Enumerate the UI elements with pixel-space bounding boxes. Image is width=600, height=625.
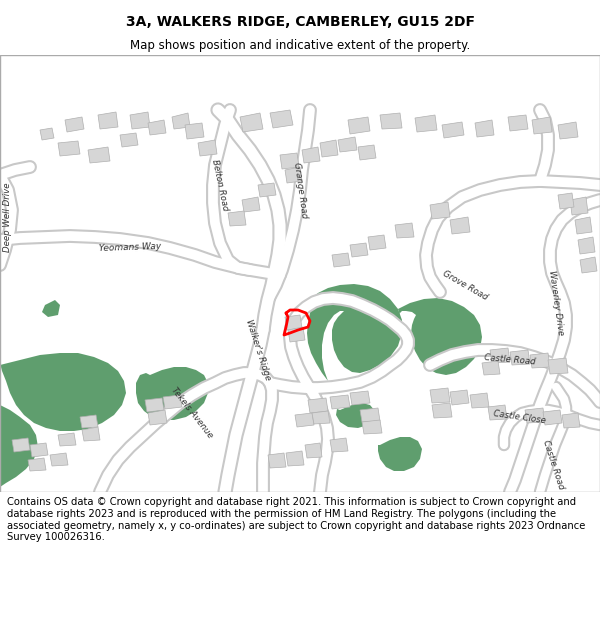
Polygon shape <box>82 427 100 441</box>
Polygon shape <box>185 123 204 139</box>
Polygon shape <box>120 133 138 147</box>
Polygon shape <box>330 395 350 409</box>
Polygon shape <box>145 398 164 412</box>
Polygon shape <box>308 398 328 413</box>
Polygon shape <box>12 438 30 452</box>
Polygon shape <box>240 113 263 132</box>
Text: Castle Road: Castle Road <box>541 439 565 491</box>
Text: Tekels Avenue: Tekels Avenue <box>169 386 215 440</box>
Polygon shape <box>398 298 482 375</box>
Polygon shape <box>295 413 314 427</box>
Polygon shape <box>470 393 489 408</box>
Polygon shape <box>302 147 320 163</box>
Polygon shape <box>330 438 348 452</box>
Polygon shape <box>558 122 578 139</box>
Polygon shape <box>450 217 470 234</box>
Polygon shape <box>525 408 545 423</box>
Text: Map shows position and indicative extent of the property.: Map shows position and indicative extent… <box>130 39 470 51</box>
Text: Deep Well Drive: Deep Well Drive <box>4 182 13 252</box>
Polygon shape <box>378 437 422 471</box>
Polygon shape <box>286 451 304 466</box>
Text: Yeomans Way: Yeomans Way <box>98 241 161 252</box>
Polygon shape <box>288 327 305 342</box>
Text: Castle Close: Castle Close <box>493 409 547 425</box>
Polygon shape <box>430 388 450 403</box>
Polygon shape <box>395 223 414 238</box>
Polygon shape <box>242 197 260 212</box>
Polygon shape <box>28 458 46 471</box>
Polygon shape <box>362 420 382 434</box>
Polygon shape <box>163 395 182 409</box>
Polygon shape <box>228 211 246 226</box>
Polygon shape <box>148 120 166 135</box>
Polygon shape <box>430 202 450 219</box>
Polygon shape <box>380 113 402 129</box>
Polygon shape <box>578 237 595 254</box>
Polygon shape <box>285 315 302 330</box>
Polygon shape <box>98 112 118 129</box>
Polygon shape <box>258 183 276 197</box>
Polygon shape <box>285 167 302 183</box>
Polygon shape <box>562 413 580 428</box>
Polygon shape <box>136 367 208 420</box>
Polygon shape <box>307 284 402 381</box>
Polygon shape <box>358 145 376 160</box>
Text: Belton Road: Belton Road <box>210 159 230 211</box>
Polygon shape <box>270 110 293 128</box>
Polygon shape <box>575 217 592 234</box>
Polygon shape <box>580 257 597 273</box>
Polygon shape <box>320 140 338 157</box>
Polygon shape <box>415 115 437 132</box>
Polygon shape <box>508 115 528 131</box>
Polygon shape <box>350 243 368 257</box>
Polygon shape <box>80 415 98 428</box>
Text: Walker's Ridge: Walker's Ridge <box>244 318 272 382</box>
Polygon shape <box>58 433 76 446</box>
Polygon shape <box>130 112 150 129</box>
Polygon shape <box>490 348 510 363</box>
Polygon shape <box>360 408 380 422</box>
Text: Grange Road: Grange Road <box>292 161 308 219</box>
Text: Contains OS data © Crown copyright and database right 2021. This information is : Contains OS data © Crown copyright and d… <box>7 498 586 542</box>
Polygon shape <box>488 405 507 420</box>
Polygon shape <box>543 410 562 425</box>
Polygon shape <box>148 410 167 425</box>
Polygon shape <box>548 358 568 374</box>
Polygon shape <box>172 113 190 129</box>
Polygon shape <box>482 361 500 375</box>
Text: Waverley Drive: Waverley Drive <box>547 270 565 336</box>
Polygon shape <box>348 117 370 134</box>
Polygon shape <box>0 353 126 431</box>
Polygon shape <box>280 153 299 169</box>
Polygon shape <box>336 403 375 428</box>
Polygon shape <box>0 405 38 487</box>
Polygon shape <box>558 193 574 209</box>
Polygon shape <box>50 453 68 466</box>
Polygon shape <box>30 443 48 457</box>
Polygon shape <box>88 147 110 163</box>
Polygon shape <box>40 128 54 140</box>
Polygon shape <box>432 403 452 418</box>
Text: Castle Road: Castle Road <box>484 353 536 367</box>
Text: Grove Road: Grove Road <box>441 269 489 301</box>
Polygon shape <box>332 253 350 267</box>
Polygon shape <box>268 453 286 468</box>
Polygon shape <box>368 235 386 250</box>
Text: 3A, WALKERS RIDGE, CAMBERLEY, GU15 2DF: 3A, WALKERS RIDGE, CAMBERLEY, GU15 2DF <box>125 16 475 29</box>
Polygon shape <box>530 353 550 368</box>
Polygon shape <box>305 443 322 458</box>
Polygon shape <box>475 120 494 137</box>
Polygon shape <box>42 300 60 317</box>
Polygon shape <box>312 411 330 424</box>
Polygon shape <box>58 141 80 156</box>
Polygon shape <box>570 197 588 215</box>
Polygon shape <box>65 117 84 132</box>
Polygon shape <box>338 137 357 152</box>
Polygon shape <box>198 140 217 156</box>
Polygon shape <box>532 117 552 134</box>
Polygon shape <box>450 390 469 405</box>
Polygon shape <box>350 391 370 405</box>
Polygon shape <box>442 122 464 138</box>
Polygon shape <box>510 350 530 365</box>
